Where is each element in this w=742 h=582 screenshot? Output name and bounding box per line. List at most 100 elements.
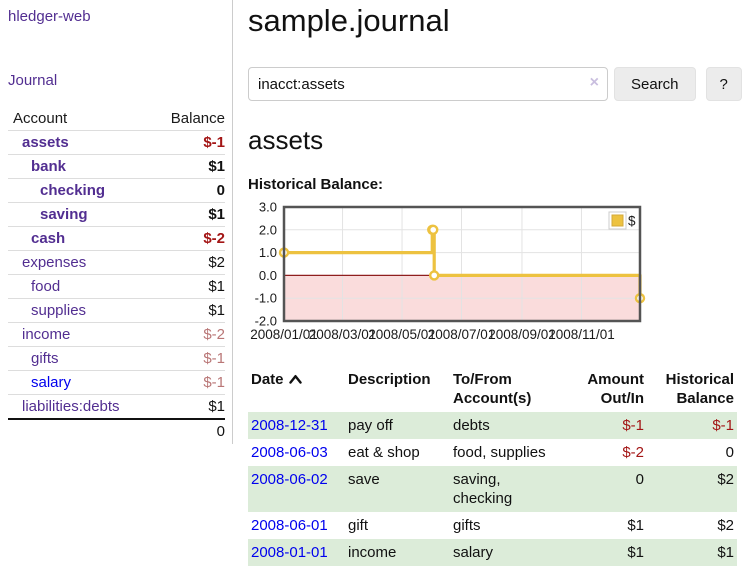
svg-text:$: $ (628, 214, 636, 229)
help-button[interactable]: ? (705, 67, 742, 101)
transaction-balance: $2 (647, 466, 737, 512)
transaction-row: 2008-01-01 income salary $1 $1 (248, 539, 737, 566)
transaction-amount: $-1 (572, 412, 647, 439)
app-title: hledger-web (8, 8, 225, 26)
account-row: assets $-1 (8, 131, 225, 155)
account-row: food $1 (8, 275, 225, 299)
svg-text:2.0: 2.0 (259, 222, 277, 237)
nav-journal: Journal (8, 72, 225, 90)
transaction-accounts: food, supplies (453, 444, 546, 461)
transaction-amount: 0 (572, 466, 647, 512)
sidebar: hledger-web Journal Account Balance asse… (0, 0, 233, 444)
account-balance: $1 (208, 398, 225, 415)
transaction-row: 2008-06-02 save saving, checking 0 $2 (248, 466, 737, 512)
transaction-accounts: saving, checking (453, 471, 513, 507)
account-link[interactable]: income (22, 326, 71, 343)
account-row: cash $-2 (8, 227, 225, 251)
account-link[interactable]: checking (40, 182, 106, 199)
column-label-line2: Out/In (600, 390, 644, 407)
account-balance: $2 (208, 254, 225, 271)
app-title-link[interactable]: hledger-web (8, 8, 91, 25)
column-label: To/From (453, 371, 512, 388)
account-link[interactable]: assets (22, 134, 69, 151)
transaction-description: gift (348, 517, 369, 534)
account-row: expenses $2 (8, 251, 225, 275)
account-link[interactable]: bank (31, 158, 67, 175)
account-tree-header: Account Balance (8, 107, 225, 131)
account-row: supplies $1 (8, 299, 225, 323)
svg-text:3.0: 3.0 (259, 201, 277, 215)
account-row: saving $1 (8, 203, 225, 227)
account-row: gifts $-1 (8, 347, 225, 371)
account-balance: 0 (216, 182, 225, 199)
account-balance: $1 (208, 302, 225, 319)
register-table: Date Description To/From Account(s) Amount Ou… (248, 366, 737, 566)
account-row: income $-2 (8, 323, 225, 347)
svg-text:2008/01/01: 2008/01/01 (250, 327, 318, 342)
account-tree-body: assets $-1 bank $1 checking 0 saving $1 cash $-2 e… (8, 131, 225, 418)
register-table-body: 2008-12-31 pay off debts $-1 $-1 2008-06-03 ea… (248, 412, 737, 566)
search-form: × Search ? (248, 67, 742, 101)
account-link[interactable]: gifts (31, 350, 59, 367)
column-header-to-from: To/From Account(s) (450, 366, 572, 412)
svg-text:0.0: 0.0 (259, 268, 277, 283)
clear-search-icon[interactable]: × (589, 74, 599, 91)
transaction-balance: $1 (647, 539, 737, 566)
svg-text:1.0: 1.0 (259, 245, 277, 260)
account-balance: $-2 (203, 230, 225, 247)
svg-text:2008/07/01: 2008/07/01 (428, 327, 496, 342)
account-tree-total-row: 0 (8, 418, 225, 443)
account-balance: $1 (208, 278, 225, 295)
transaction-amount: $1 (627, 517, 644, 534)
transaction-date-link[interactable]: 2008-06-02 (251, 471, 328, 488)
svg-text:-1.0: -1.0 (255, 291, 277, 306)
search-input[interactable] (248, 67, 608, 101)
transaction-description: eat & shop (348, 444, 420, 461)
page-title: sample.journal (248, 3, 450, 38)
account-balance: $1 (208, 158, 225, 175)
account-column-header: Account (13, 110, 68, 127)
sort-ascending-icon (288, 370, 302, 389)
chart-title: Historical Balance: (248, 176, 384, 193)
search-button[interactable]: Search (614, 67, 696, 101)
account-balance: $-2 (203, 326, 225, 343)
transaction-amount: $1 (572, 539, 647, 566)
svg-text:2008/05/01: 2008/05/01 (368, 327, 436, 342)
column-header-date[interactable]: Date (248, 366, 345, 412)
account-tree: Account Balance assets $-1 bank $1 checking 0… (8, 107, 225, 443)
account-link[interactable]: liabilities:debts (22, 398, 120, 415)
column-label: Historical (665, 371, 734, 388)
balance-column-header: Balance (170, 110, 225, 127)
account-heading: assets (248, 125, 324, 155)
transaction-balance: 0 (725, 444, 734, 461)
account-link[interactable]: supplies (31, 302, 87, 319)
column-label-line2: Balance (676, 390, 734, 407)
transaction-row: 2008-06-03 eat & shop food, supplies $-2 0 (248, 439, 737, 466)
nav-journal-link[interactable]: Journal (8, 72, 58, 89)
account-link[interactable]: saving (40, 206, 88, 223)
column-header-historical: Historical Balance (647, 366, 737, 412)
transaction-date-link[interactable]: 2008-06-01 (251, 517, 328, 534)
transaction-date-link[interactable]: 2008-12-31 (251, 417, 328, 434)
svg-text:2008/09/01: 2008/09/01 (488, 327, 556, 342)
transaction-accounts: debts (453, 417, 490, 434)
account-balance: $-1 (203, 350, 225, 367)
svg-text:-2.0: -2.0 (255, 314, 277, 329)
account-link[interactable]: food (31, 278, 61, 295)
transaction-balance: $2 (717, 517, 734, 534)
transaction-date-link[interactable]: 2008-06-03 (251, 444, 328, 461)
account-balance: $-1 (203, 374, 225, 391)
account-link[interactable]: expenses (22, 254, 87, 271)
transaction-row: 2008-06-01 gift gifts $1 $2 (248, 512, 737, 539)
transaction-accounts: gifts (453, 517, 481, 534)
account-row: salary $-1 (8, 371, 225, 395)
account-link[interactable]: cash (31, 230, 66, 247)
account-row: checking 0 (8, 179, 225, 203)
transaction-balance: $-1 (647, 412, 737, 439)
column-label: Description (348, 371, 431, 388)
transaction-date-link[interactable]: 2008-01-01 (251, 544, 328, 561)
svg-text:2008/03/01: 2008/03/01 (309, 327, 377, 342)
transaction-accounts: salary (453, 544, 494, 561)
svg-text:2008/11/01: 2008/11/01 (548, 327, 615, 342)
account-link[interactable]: salary (31, 374, 72, 391)
